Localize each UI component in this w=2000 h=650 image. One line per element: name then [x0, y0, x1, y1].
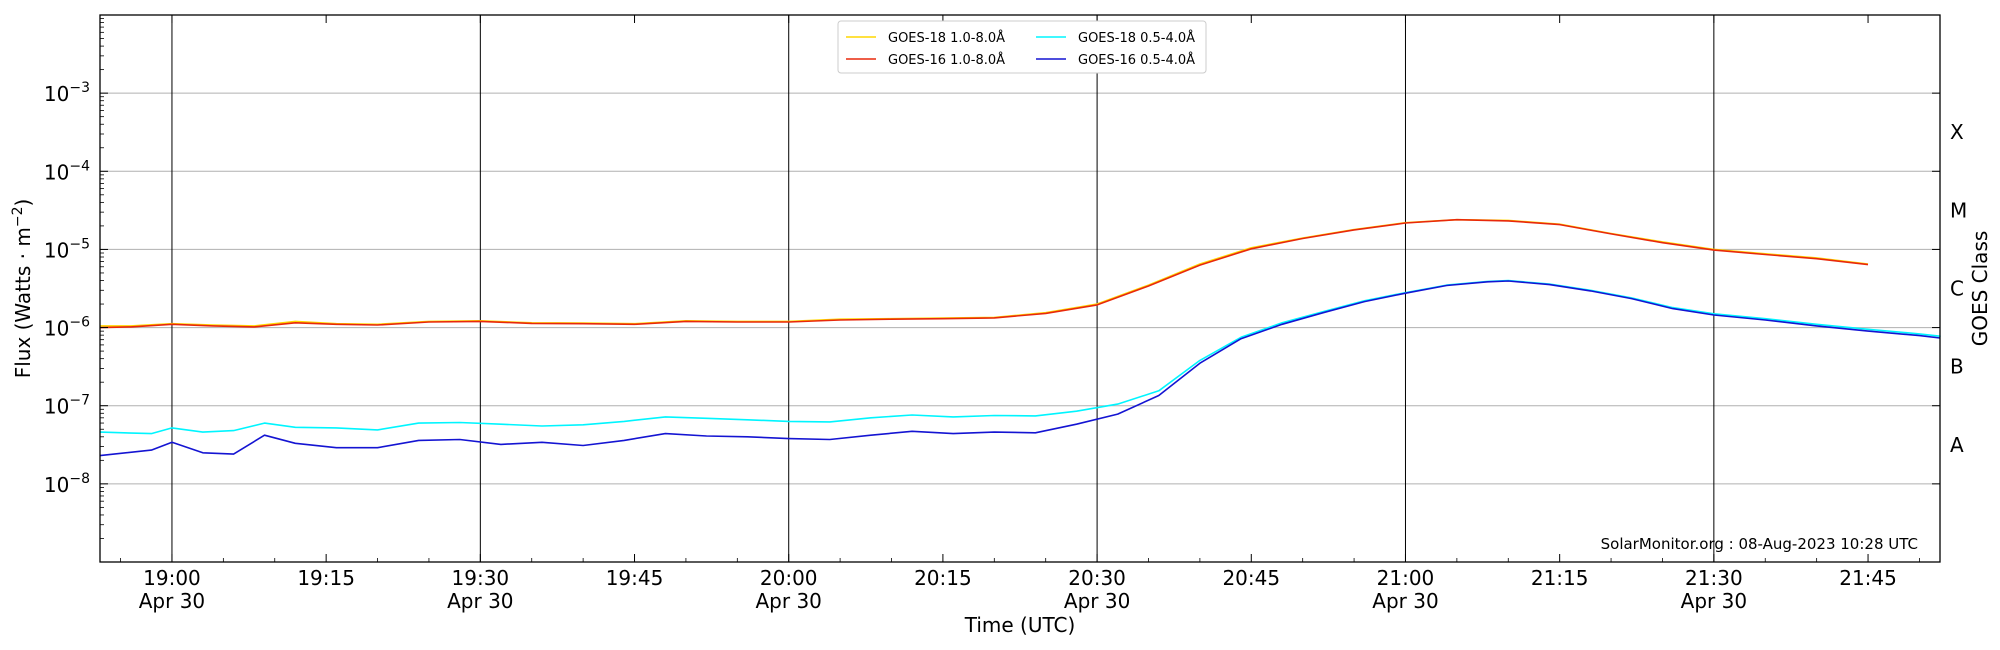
vertical-lines-layer [171, 15, 1715, 562]
x-tick-label: 21:30 [1685, 566, 1743, 590]
x-tick-label: 20:30 [1068, 566, 1126, 590]
goes-class-label: M [1950, 198, 1967, 222]
y-tick-label: 10−8 [44, 471, 90, 497]
y-tick-label: 10−7 [44, 393, 90, 419]
goes-class-axis-title: GOES Class [1968, 231, 1992, 347]
series-line [99, 279, 1941, 435]
x-axis-title: Time (UTC) [964, 613, 1076, 637]
series-layer [99, 218, 1941, 457]
watermark-label: SolarMonitor.org : 08-Aug-2023 10:28 UTC [1601, 535, 1918, 553]
x-tick-label: 20:00 [760, 566, 818, 590]
y-tick-label: 10−5 [44, 236, 90, 262]
plot-frame [99, 14, 1941, 563]
goes-class-label: A [1950, 433, 1964, 457]
legend-label: GOES-18 0.5-4.0Å [1078, 30, 1195, 46]
x-tick-label: 19:15 [297, 566, 355, 590]
goes-class-label: B [1950, 355, 1964, 379]
x-tick-date-label: Apr 30 [1681, 589, 1747, 613]
y-tick-label: 10−3 [44, 80, 90, 106]
grid-layer [100, 92, 1940, 485]
x-tick-date-label: Apr 30 [447, 589, 513, 613]
x-tick-label: 19:00 [143, 566, 201, 590]
x-tick-label: 21:15 [1531, 566, 1589, 590]
legend-label: GOES-16 1.0-8.0Å [888, 52, 1005, 68]
legend-box [837, 20, 1207, 74]
series-line [99, 218, 1869, 329]
y-axis-title: Flux (Watts · m−2) [10, 199, 35, 379]
x-tick-label: 21:00 [1377, 566, 1435, 590]
legend-label: GOES-18 1.0-8.0Å [888, 30, 1005, 46]
x-tick-date-label: Apr 30 [1372, 589, 1438, 613]
x-tick-label: 19:45 [606, 566, 664, 590]
x-tick-date-label: Apr 30 [139, 589, 205, 613]
goes-class-label: C [1950, 277, 1964, 301]
goes-class-label: X [1950, 120, 1964, 144]
x-tick-label: 20:45 [1222, 566, 1280, 590]
legend: GOES-18 1.0-8.0Å GOES-16 1.0-8.0Å GOES-18 … [837, 20, 1207, 74]
series-line [100, 218, 1869, 327]
legend-label: GOES-16 0.5-4.0Å [1078, 52, 1195, 68]
tick-layer [100, 15, 1940, 562]
y-tick-label: 10−4 [44, 158, 90, 184]
x-tick-date-label: Apr 30 [1064, 589, 1130, 613]
x-tick-label: 21:45 [1839, 566, 1897, 590]
x-tick-label: 19:30 [452, 566, 510, 590]
x-tick-date-label: Apr 30 [756, 589, 822, 613]
x-tick-label: 20:15 [914, 566, 972, 590]
y-tick-label: 10−6 [44, 315, 90, 341]
series-line [99, 280, 1941, 457]
